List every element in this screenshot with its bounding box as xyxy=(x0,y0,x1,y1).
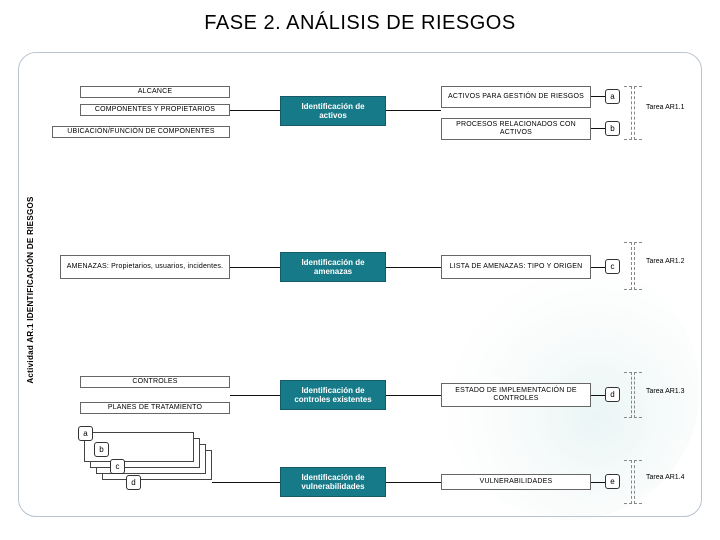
letter-b: b xyxy=(605,121,620,136)
cascade-a: a xyxy=(78,426,93,441)
bracket-r2-in xyxy=(634,242,642,290)
letter-c: c xyxy=(605,259,620,274)
connector xyxy=(591,395,605,396)
bracket-r3-in xyxy=(634,372,642,418)
bracket-r3-out xyxy=(624,372,632,418)
connector xyxy=(386,482,441,483)
connector xyxy=(386,110,441,111)
teal-identificacion-activos: Identificación de activos xyxy=(280,96,386,126)
cascade-d: d xyxy=(126,475,141,490)
box-alcance: ALCANCE xyxy=(80,86,230,98)
connector xyxy=(591,482,605,483)
letter-a: a xyxy=(605,89,620,104)
bracket-r2-out xyxy=(624,242,632,290)
bracket-r4-in xyxy=(634,460,642,504)
box-vulnerabilidades: VULNERABILIDADES xyxy=(441,474,591,490)
letter-e: e xyxy=(605,474,620,489)
letter-d: d xyxy=(605,387,620,402)
bracket-r4-out xyxy=(624,460,632,504)
box-planes: PLANES DE TRATAMIENTO xyxy=(80,402,230,414)
vertical-activity-label: Actividad AR.1 IDENTIFICACIÓN DE RIESGOS xyxy=(26,120,35,460)
task-ar13: Tarea AR1.3 xyxy=(646,388,686,396)
cascade-c: c xyxy=(110,459,125,474)
box-procesos: PROCESOS RELACIONADOS CON ACTIVOS xyxy=(441,118,591,140)
box-lista-amenazas: LISTA DE AMENAZAS: TIPO Y ORIGEN xyxy=(441,255,591,279)
box-activos-gestion: ACTIVOS PARA GESTIÓN DE RIESGOS xyxy=(441,86,591,108)
box-estado-controles: ESTADO DE IMPLEMENTACIÓN DE CONTROLES xyxy=(441,383,591,407)
connector xyxy=(230,267,280,268)
box-ubicacion: UBICACIÓN/FUNCIÓN DE COMPONENTES xyxy=(52,126,230,138)
box-componentes: COMPONENTES Y PROPIETARIOS xyxy=(80,104,230,116)
teal-identificacion-vulnerabilidades: Identificación de vulnerabilidades xyxy=(280,467,386,497)
teal-identificacion-amenazas: Identificación de amenazas xyxy=(280,252,386,282)
teal-identificacion-controles: Identificación de controles existentes xyxy=(280,380,386,410)
connector xyxy=(386,395,441,396)
task-ar11: Tarea AR1.1 xyxy=(646,104,686,112)
bracket-r1-out xyxy=(624,86,632,140)
task-ar14: Tarea AR1.4 xyxy=(646,474,686,482)
connector xyxy=(212,482,280,483)
connector xyxy=(230,110,280,111)
bracket-r1-in xyxy=(634,86,642,140)
cascade-b: b xyxy=(94,442,109,457)
connector xyxy=(230,395,280,396)
page-title: FASE 2. ANÁLISIS DE RIESGOS xyxy=(0,0,720,43)
box-lista-amenazas-text: LISTA DE AMENAZAS: TIPO Y ORIGEN xyxy=(450,263,583,271)
box-amenazas-input: AMENAZAS: Propietarios, usuarios, incide… xyxy=(60,255,230,279)
connector xyxy=(591,128,605,129)
task-ar12: Tarea AR1.2 xyxy=(646,258,686,266)
connector xyxy=(591,96,605,97)
box-controles: CONTROLES xyxy=(80,376,230,388)
connector xyxy=(591,267,605,268)
connector xyxy=(386,267,441,268)
